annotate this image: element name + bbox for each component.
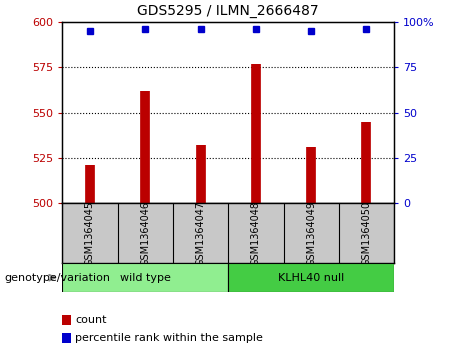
Text: KLHL40 null: KLHL40 null: [278, 273, 344, 283]
Text: percentile rank within the sample: percentile rank within the sample: [75, 333, 263, 343]
Text: GSM1364050: GSM1364050: [361, 201, 372, 266]
Text: wild type: wild type: [120, 273, 171, 283]
Text: GSM1364046: GSM1364046: [140, 201, 150, 266]
Text: GSM1364047: GSM1364047: [195, 201, 206, 266]
Text: count: count: [75, 315, 106, 325]
Text: genotype/variation: genotype/variation: [5, 273, 111, 283]
FancyBboxPatch shape: [62, 263, 228, 292]
FancyBboxPatch shape: [228, 263, 394, 292]
Title: GDS5295 / ILMN_2666487: GDS5295 / ILMN_2666487: [137, 4, 319, 18]
Text: GSM1364045: GSM1364045: [85, 201, 95, 266]
Text: GSM1364049: GSM1364049: [306, 201, 316, 266]
Text: GSM1364048: GSM1364048: [251, 201, 261, 266]
